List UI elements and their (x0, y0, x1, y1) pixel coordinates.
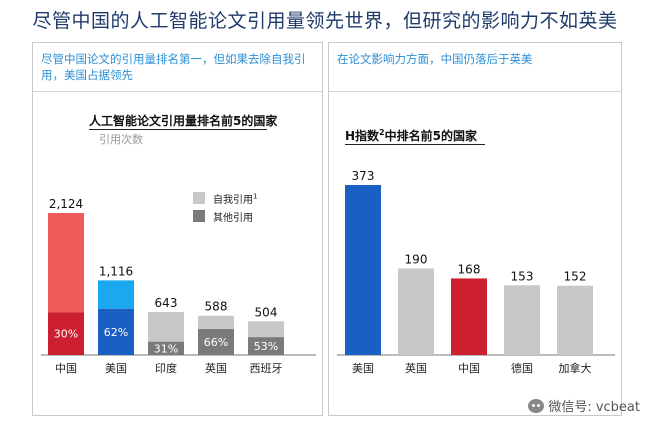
bar-total-label-4: 504 (255, 305, 278, 319)
left-chart-subtitle: 引用次数 (99, 133, 143, 146)
bar-total-label-0: 2,124 (49, 197, 83, 211)
bar-self-citation-4 (248, 321, 284, 338)
wechat-icon (528, 398, 545, 413)
bar-total-label-1: 1,116 (99, 264, 133, 278)
bar-other-citation-4 (248, 337, 284, 355)
hindex-category-label-3: 德国 (511, 361, 533, 375)
main-title: 尽管中国的人工智能论文引用量领先世界，但研究的影响力不如英美 (32, 10, 618, 32)
right-bar-chart: 373 美国 190 英国 168 中国 153 德国 152 加拿大 (337, 169, 615, 375)
legend-label-other-citation: 其他引用 (213, 209, 253, 224)
hindex-bar-2 (451, 278, 487, 355)
right-chart-title-rule (345, 144, 485, 145)
hindex-value-label-2: 168 (458, 262, 481, 276)
right-panel: 在论文影响力方面，中国仍落后于英美 H指数2中排名前5的国家 373 美国 190 英… (328, 42, 622, 416)
hindex-category-label-4: 加拿大 (559, 361, 592, 375)
category-label-4: 西班牙 (250, 362, 283, 375)
right-chart-title-suffix: 中排名前5的国家 (384, 129, 477, 143)
bar-other-citation-1 (98, 308, 134, 355)
left-panel: 尽管中国论文的引用量排名第一，但如果去除自我引用，美国占据领先 人工智能论文引用… (32, 42, 323, 416)
left-chart-title-rule (89, 129, 267, 130)
hindex-bar-0 (345, 185, 381, 355)
bar-share-label-2: 31% (154, 342, 178, 355)
left-panel-header: 尽管中国论文的引用量排名第一，但如果去除自我引用，美国占据领先 (33, 43, 322, 92)
left-bar-chart: 2,124 30% 中国 1,116 62% 美国 643 31% 印度 588 66% 英国 504 5… (41, 197, 316, 375)
hindex-bar-3 (504, 285, 540, 355)
bar-total-label-2: 643 (155, 296, 178, 310)
category-label-3: 英国 (205, 361, 227, 375)
legend-self-citation-footnote: 1 (253, 192, 258, 201)
hindex-category-label-2: 中国 (458, 362, 480, 375)
hindex-category-label-1: 英国 (405, 361, 427, 375)
bar-total-label-3: 588 (205, 300, 228, 314)
category-label-0: 中国 (55, 362, 77, 375)
category-label-1: 美国 (105, 362, 127, 375)
right-panel-header-text: 在论文影响力方面，中国仍落后于英美 (337, 52, 533, 66)
hindex-value-label-1: 190 (405, 252, 428, 266)
bar-self-citation-3 (198, 315, 234, 330)
bar-other-citation-3 (198, 329, 234, 355)
hindex-bar-1 (398, 268, 434, 355)
legend-label-self-citation: 自我引用1 (213, 191, 257, 206)
hindex-value-label-3: 153 (511, 269, 534, 283)
bar-self-citation-0 (48, 213, 84, 313)
bar-share-label-3: 66% (204, 336, 228, 349)
bar-other-citation-0 (48, 312, 84, 355)
watermark-text: 微信号: vcbeat (548, 400, 640, 415)
bar-share-label-0: 30% (54, 328, 78, 341)
hindex-value-label-4: 152 (564, 270, 587, 284)
hindex-bar-4 (557, 285, 593, 355)
left-chart-title: 人工智能论文引用量排名前5的国家 (89, 114, 278, 128)
right-panel-header: 在论文影响力方面，中国仍落后于英美 (329, 43, 621, 92)
right-chart-title-footnote: 2 (379, 128, 385, 137)
right-chart-title: H指数2中排名前5的国家 (345, 127, 477, 144)
legend-swatch-self-citation (193, 192, 205, 204)
left-panel-header-text: 尽管中国论文的引用量排名第一，但如果去除自我引用，美国占据领先 (41, 52, 306, 82)
bar-other-citation-2 (148, 341, 184, 355)
legend-self-citation-text: 自我引用 (213, 195, 253, 206)
bar-share-label-4: 53% (254, 340, 278, 353)
right-chart-title-prefix: H指数 (345, 129, 380, 143)
legend-swatch-other-citation (193, 210, 205, 222)
category-label-2: 印度 (155, 361, 177, 375)
legend-other-citation-text: 其他引用 (213, 213, 253, 224)
watermark: 微信号: vcbeat (528, 396, 640, 415)
hindex-category-label-0: 美国 (352, 362, 374, 375)
hindex-value-label-0: 373 (352, 169, 375, 183)
bar-self-citation-1 (98, 280, 134, 309)
bar-share-label-1: 62% (104, 326, 128, 339)
bar-self-citation-2 (148, 312, 184, 342)
